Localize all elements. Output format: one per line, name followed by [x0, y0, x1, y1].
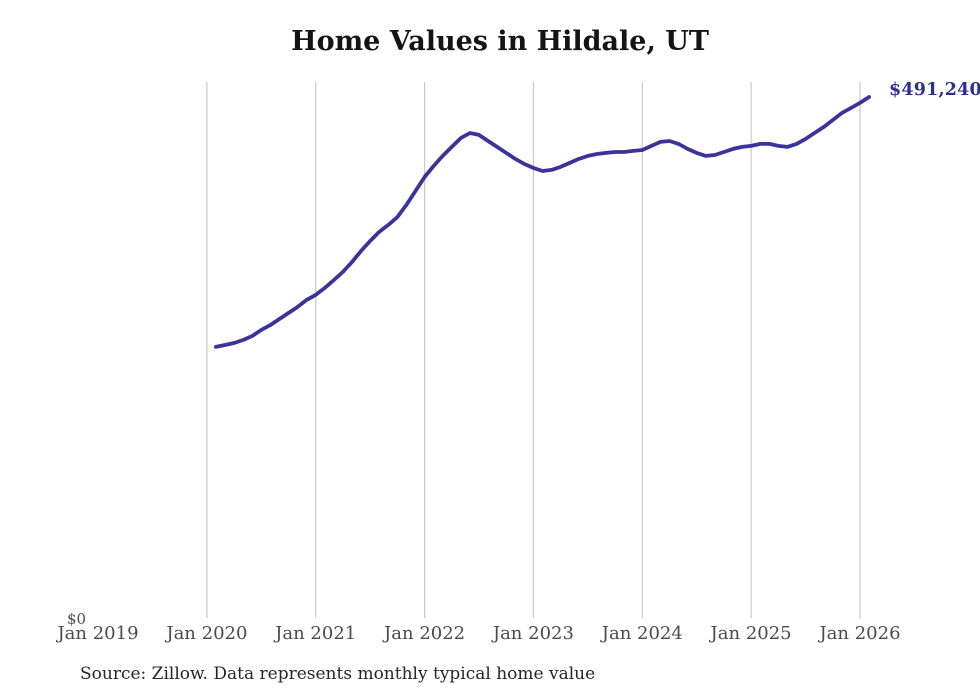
x-tick-label: Jan 2026 — [819, 623, 901, 644]
x-tick-label: Jan 2025 — [710, 623, 792, 644]
x-tick-label: Jan 2022 — [384, 623, 466, 644]
y-axis-zero-label: $0 — [67, 610, 87, 628]
x-tick-label: Jan 2021 — [275, 623, 357, 644]
x-tick-label: Jan 2020 — [166, 623, 248, 644]
x-tick-label: Jan 2023 — [492, 623, 574, 644]
x-tick-label: Jan 2024 — [601, 623, 683, 644]
value-line — [214, 95, 871, 349]
end-value-label: $491,240 — [889, 80, 980, 100]
source-note: Source: Zillow. Data represents monthly … — [80, 664, 596, 684]
chart-title: Home Values in Hildale, UT — [291, 26, 709, 57]
x-tick-label: Jan 2019 — [57, 623, 139, 644]
